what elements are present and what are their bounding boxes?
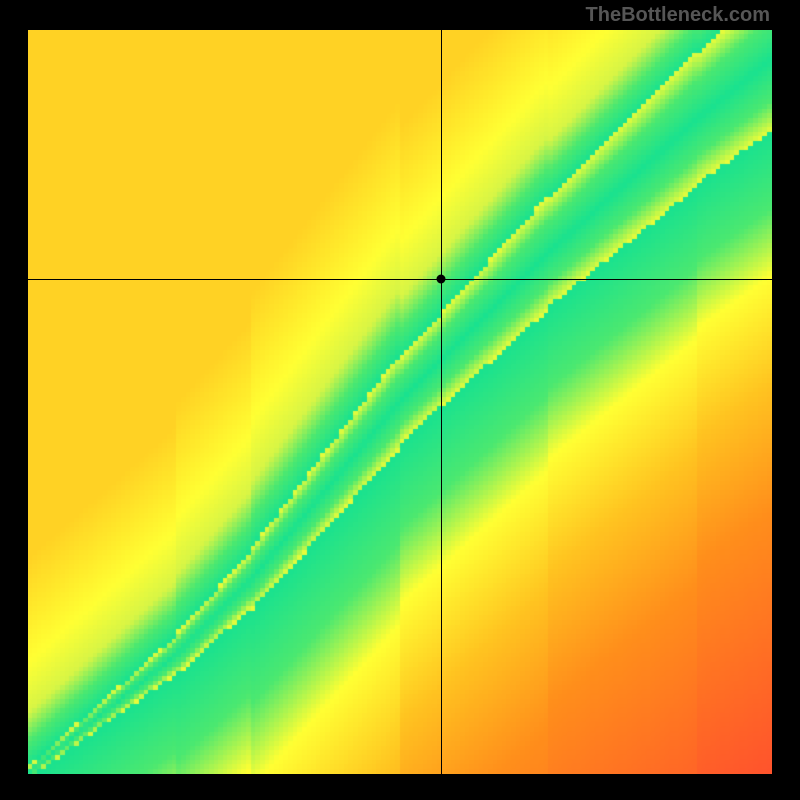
watermark-text: TheBottleneck.com xyxy=(586,4,770,27)
chart-container: { "watermark": { "text": "TheBottleneck.… xyxy=(0,0,800,800)
bottleneck-heatmap xyxy=(28,30,772,774)
